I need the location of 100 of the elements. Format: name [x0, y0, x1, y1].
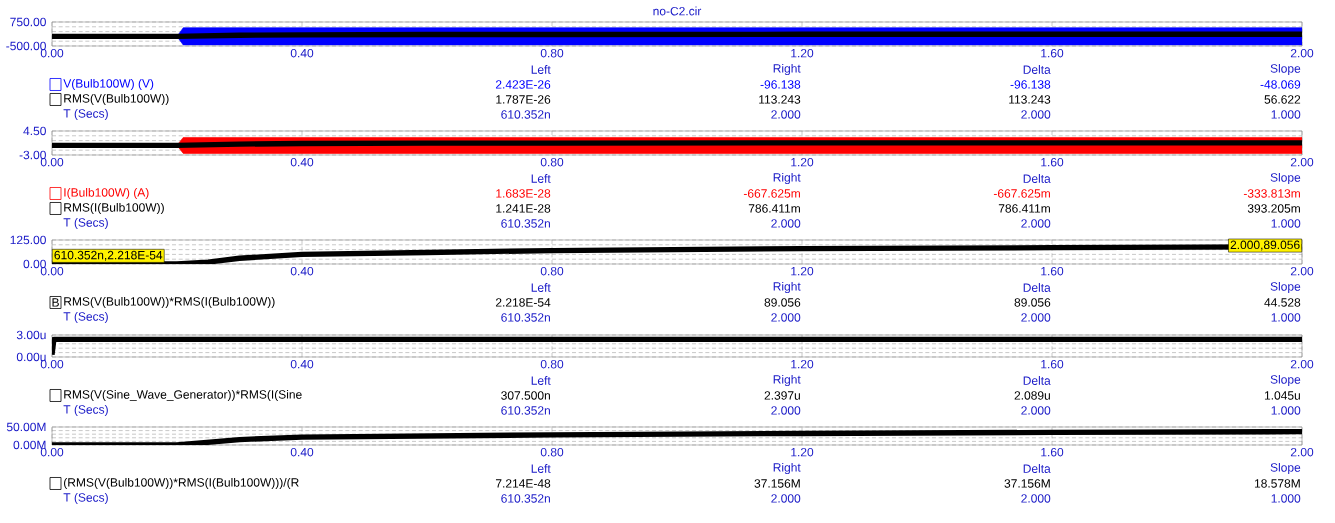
text: 2.000 — [771, 219, 801, 228]
text: -48.069 — [1260, 80, 1301, 89]
text: Left — [531, 283, 551, 292]
x-axis-title: T (Secs) — [63, 108, 108, 121]
annotation: 610.352n,2.218E-54 — [54, 250, 163, 261]
x-axis-title: T (Secs) — [63, 492, 108, 505]
text: Right — [773, 374, 801, 387]
text: 610.352n — [501, 494, 550, 503]
text: Delta — [1023, 65, 1051, 74]
legend-label: RMS(V(Bulb100W)) — [64, 93, 169, 106]
text: Slope — [1270, 374, 1301, 387]
text: 1.000 — [1271, 494, 1301, 503]
text: 2.000 — [1021, 406, 1051, 415]
text: 786.411m — [998, 204, 1050, 213]
text: 2.423E-26 — [495, 80, 551, 89]
text: RMS(V(Sine_Wave_Generator))*RMS(I(Sine — [64, 389, 302, 402]
text: 2.000 — [1021, 313, 1051, 322]
y-tick-label: 0.00u — [16, 352, 46, 362]
text: 1.787E-26 — [496, 95, 551, 104]
text: Delta — [1023, 174, 1051, 183]
text: 1.241E-28 — [496, 204, 551, 213]
text: 610.352n — [501, 110, 550, 119]
x-tick-label: 0.40 — [290, 359, 314, 369]
x-tick-label: 0.00 — [40, 157, 64, 167]
text: Left — [531, 376, 551, 385]
text: Slope — [1270, 462, 1301, 475]
y-tick-label: -500.00 — [6, 41, 46, 51]
x-tick-label: 1.20 — [791, 359, 814, 369]
text: 2.218E-54 — [495, 298, 551, 307]
text: -333.813m — [1243, 189, 1300, 198]
text: 2.000 — [771, 494, 801, 503]
legend-label: RMS(V(Bulb100W))*RMS(I(Bulb100W)) — [64, 296, 275, 309]
text: 44.528 — [1264, 298, 1301, 307]
text: 7.214E-48 — [495, 479, 551, 488]
x-tick-label: 0.80 — [540, 48, 564, 58]
text: Left — [531, 65, 551, 74]
text: 2.000 — [771, 406, 801, 415]
text: 89.056 — [1014, 298, 1051, 307]
x-tick-label: 0.40 — [290, 266, 314, 276]
text: Delta — [1023, 283, 1051, 292]
x-tick-label: 1.20 — [791, 48, 814, 58]
x-tick-label: 1.20 — [791, 266, 814, 276]
x-tick-label: 2.00 — [1290, 157, 1314, 167]
text: 307.500n — [501, 391, 550, 400]
x-tick-label: 0.80 — [540, 266, 564, 276]
chart-title: no-C2.cir — [653, 6, 702, 16]
x-tick-label: 1.60 — [1041, 266, 1064, 276]
text: 2.397u — [764, 391, 800, 400]
y-tick-label: -3.00 — [19, 150, 46, 160]
x-tick-label: 1.60 — [1041, 48, 1064, 58]
x-tick-label: 0.80 — [540, 359, 564, 369]
text: -96.138 — [760, 80, 801, 89]
x-axis-title: T (Secs) — [63, 311, 108, 324]
x-tick-label: 0.40 — [290, 447, 314, 457]
x-axis-title: T (Secs) — [63, 217, 108, 230]
text: 18.578M — [1254, 479, 1300, 488]
text: Left — [531, 464, 551, 473]
legend-title: B — [52, 298, 59, 307]
text: 610.352n — [501, 219, 550, 228]
text: Slope — [1270, 172, 1301, 185]
text: 2.089u — [1014, 391, 1050, 400]
y-tick-label: 3.00u — [16, 330, 46, 340]
text: Right — [773, 281, 801, 294]
x-tick-label: 0.00 — [40, 447, 64, 457]
text: 2.000 — [1021, 494, 1051, 503]
x-tick-label: 1.20 — [791, 447, 814, 457]
x-tick-label: 1.60 — [1041, 447, 1064, 457]
text: 1.000 — [1271, 219, 1301, 228]
text: 37.156M — [1004, 479, 1050, 488]
text: 1.045u — [1264, 391, 1300, 400]
x-tick-label: 1.60 — [1041, 157, 1064, 167]
text: 610.352n — [501, 313, 550, 322]
x-tick-label: 0.80 — [540, 157, 564, 167]
text: 1.683E-28 — [496, 189, 551, 198]
text: -667.625m — [743, 189, 800, 198]
text: 610.352n — [501, 406, 550, 415]
text: Slope — [1270, 63, 1301, 76]
text: 56.622 — [1264, 95, 1301, 104]
annotation: 2.000,89.056 — [1230, 240, 1300, 251]
text: Slope — [1270, 281, 1301, 294]
text: 1.000 — [1271, 313, 1301, 322]
text: 113.243 — [759, 95, 801, 104]
y-tick-label: 0.00 — [23, 259, 46, 269]
text: 1.000 — [1271, 406, 1301, 415]
x-tick-label: 2.00 — [1290, 48, 1314, 58]
text: Left — [531, 174, 551, 183]
text: RMS(I(Bulb100W)) — [64, 202, 164, 215]
y-tick-label: 750.00 — [10, 17, 46, 27]
text: 786.411m — [748, 204, 800, 213]
text: 2.000 — [771, 313, 801, 322]
text: 37.156M — [754, 479, 800, 488]
y-tick-label: 4.50 — [23, 126, 46, 136]
x-tick-label: 0.00 — [40, 266, 64, 276]
text: 89.056 — [764, 298, 801, 307]
x-tick-label: 2.00 — [1290, 447, 1314, 457]
text: Delta — [1023, 464, 1051, 473]
text: Right — [773, 462, 801, 475]
x-tick-label: 0.40 — [290, 48, 314, 58]
text: 2.000 — [771, 110, 801, 119]
legend-label: I(Bulb100W) (A) — [64, 187, 149, 200]
